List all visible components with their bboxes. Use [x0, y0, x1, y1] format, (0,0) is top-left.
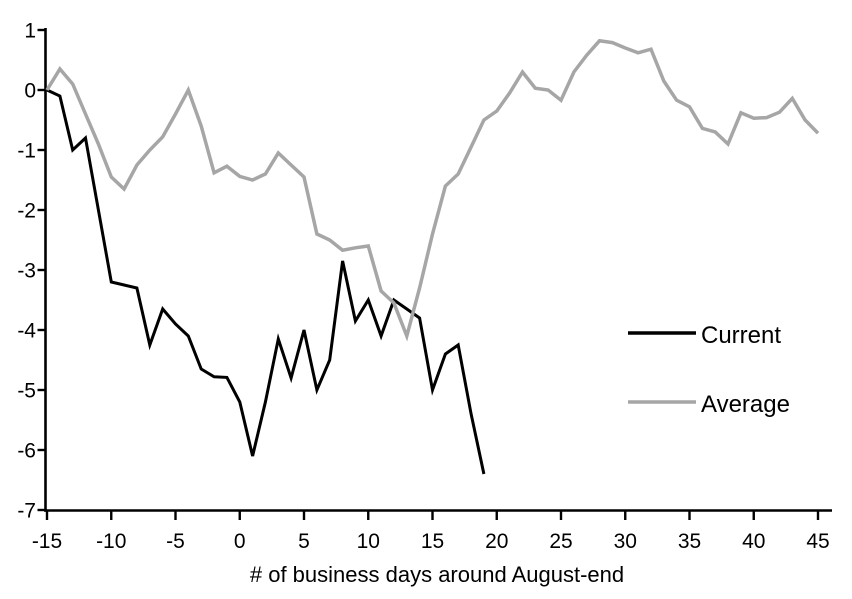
y-tick-label: -5 [17, 380, 36, 403]
x-axis-title: # of business days around August-end [250, 562, 624, 587]
y-tick-label: -2 [17, 200, 36, 223]
x-tick-label: 25 [549, 530, 572, 553]
y-tick-label: -6 [17, 440, 36, 463]
y-tick-label: -7 [17, 500, 36, 523]
x-tick-label: 40 [742, 530, 765, 553]
axes-layer: 10-1-2-3-4-5-6-7-15 -10 -5 0 5 10 15 20 25 30 35 40… [17, 20, 832, 553]
y-tick-label: -1 [17, 140, 36, 163]
series-layer [45, 38, 820, 475]
series-line-current [46, 88, 486, 475]
x-tick-label: 35 [678, 530, 701, 553]
x-tick-label: -5 [166, 530, 185, 553]
y-tick-label: -4 [17, 320, 36, 343]
x-tick-label: 0 [234, 530, 246, 553]
x-tick-label: 10 [357, 530, 380, 553]
x-tick-label: 15 [421, 530, 444, 553]
x-tick-label: 5 [298, 530, 310, 553]
x-tick-label: 45 [806, 530, 829, 553]
y-tick-label: -3 [17, 260, 36, 283]
x-tick-label: 30 [614, 530, 637, 553]
x-tick-label: -10 [96, 530, 126, 553]
y-tick-label: 0 [24, 80, 36, 103]
legend-label-current: Current [701, 322, 781, 349]
y-tick-label: 1 [24, 20, 36, 43]
legend: Current Average [628, 322, 790, 418]
legend-label-average: Average [701, 391, 790, 418]
series-line-average [45, 38, 820, 342]
x-tick-label: -15 [32, 530, 62, 553]
x-tick-label: 20 [485, 530, 508, 553]
